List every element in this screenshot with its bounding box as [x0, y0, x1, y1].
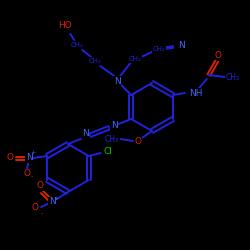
Text: HO: HO — [58, 20, 72, 30]
Text: O: O — [24, 170, 31, 178]
Text: CH₃: CH₃ — [105, 134, 119, 143]
Text: N: N — [48, 198, 56, 206]
Text: -: - — [31, 173, 34, 179]
Text: +: + — [30, 150, 36, 156]
Text: CH₃: CH₃ — [226, 74, 240, 82]
Text: CH₂: CH₂ — [153, 46, 166, 52]
Text: Cl: Cl — [103, 148, 112, 156]
Text: +: + — [54, 196, 59, 200]
Text: N: N — [82, 129, 88, 138]
Text: O: O — [214, 50, 221, 59]
Text: N: N — [26, 154, 32, 162]
Text: O: O — [7, 154, 14, 162]
Text: N: N — [114, 76, 120, 86]
Text: CH₂: CH₂ — [71, 42, 84, 48]
Text: O: O — [32, 204, 38, 212]
Text: -: - — [41, 210, 43, 216]
Text: NH: NH — [189, 88, 202, 98]
Text: CH₂: CH₂ — [89, 58, 102, 64]
Text: CH₂: CH₂ — [129, 56, 142, 62]
Text: O: O — [36, 182, 44, 190]
Text: N: N — [111, 121, 117, 130]
Text: N: N — [178, 40, 184, 50]
Text: O: O — [134, 136, 141, 145]
